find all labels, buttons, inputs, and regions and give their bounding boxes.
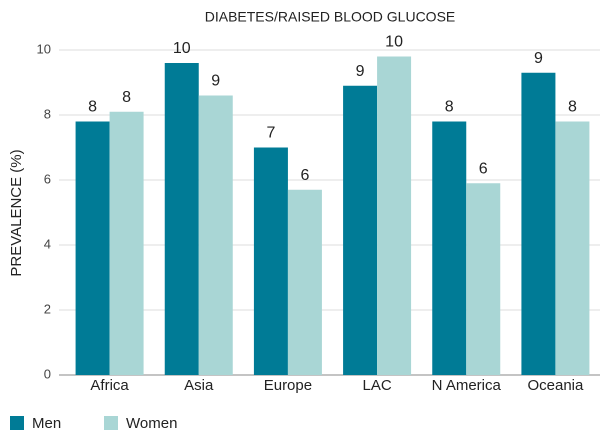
value-label: 9 xyxy=(211,73,220,90)
bar xyxy=(432,121,467,375)
value-label: 8 xyxy=(445,99,454,116)
bar xyxy=(521,72,556,375)
y-tick-label: 0 xyxy=(44,366,51,381)
x-tick-label: Asia xyxy=(184,377,214,394)
y-tick-label: 4 xyxy=(44,236,51,251)
x-tick-label: LAC xyxy=(362,377,391,394)
bar xyxy=(287,189,322,375)
y-tick-label: 8 xyxy=(44,106,51,121)
bar xyxy=(466,183,501,375)
value-label: 7 xyxy=(266,125,275,142)
y-tick-label: 6 xyxy=(44,171,51,186)
value-label: 10 xyxy=(173,40,191,57)
value-label: 10 xyxy=(385,34,403,51)
legend-label: Women xyxy=(126,415,177,432)
legend-swatch xyxy=(10,416,24,430)
bar xyxy=(198,95,233,375)
chart-title: DIABETES/RAISED BLOOD GLUCOSE xyxy=(205,9,456,25)
value-label: 8 xyxy=(568,99,577,116)
y-axis-label: PREVALENCE (%) xyxy=(8,149,25,276)
x-tick-label: Oceania xyxy=(527,377,584,394)
value-label: 9 xyxy=(534,50,543,67)
y-tick-label: 10 xyxy=(37,41,51,56)
y-tick-label: 2 xyxy=(44,301,51,316)
value-label: 6 xyxy=(479,160,488,177)
bar xyxy=(164,63,199,375)
bar xyxy=(75,121,110,375)
x-tick-label: Africa xyxy=(90,377,129,394)
bar xyxy=(109,111,144,375)
value-label: 8 xyxy=(88,99,97,116)
bar xyxy=(377,56,412,375)
value-label: 6 xyxy=(300,167,309,184)
value-label: 9 xyxy=(356,63,365,80)
legend-label: Men xyxy=(32,415,61,432)
x-tick-label: N America xyxy=(432,377,502,394)
value-label: 8 xyxy=(122,89,131,106)
bar xyxy=(343,85,378,375)
bar xyxy=(253,147,288,375)
legend-swatch xyxy=(104,416,118,430)
bar xyxy=(555,121,590,375)
x-tick-label: Europe xyxy=(264,377,312,394)
